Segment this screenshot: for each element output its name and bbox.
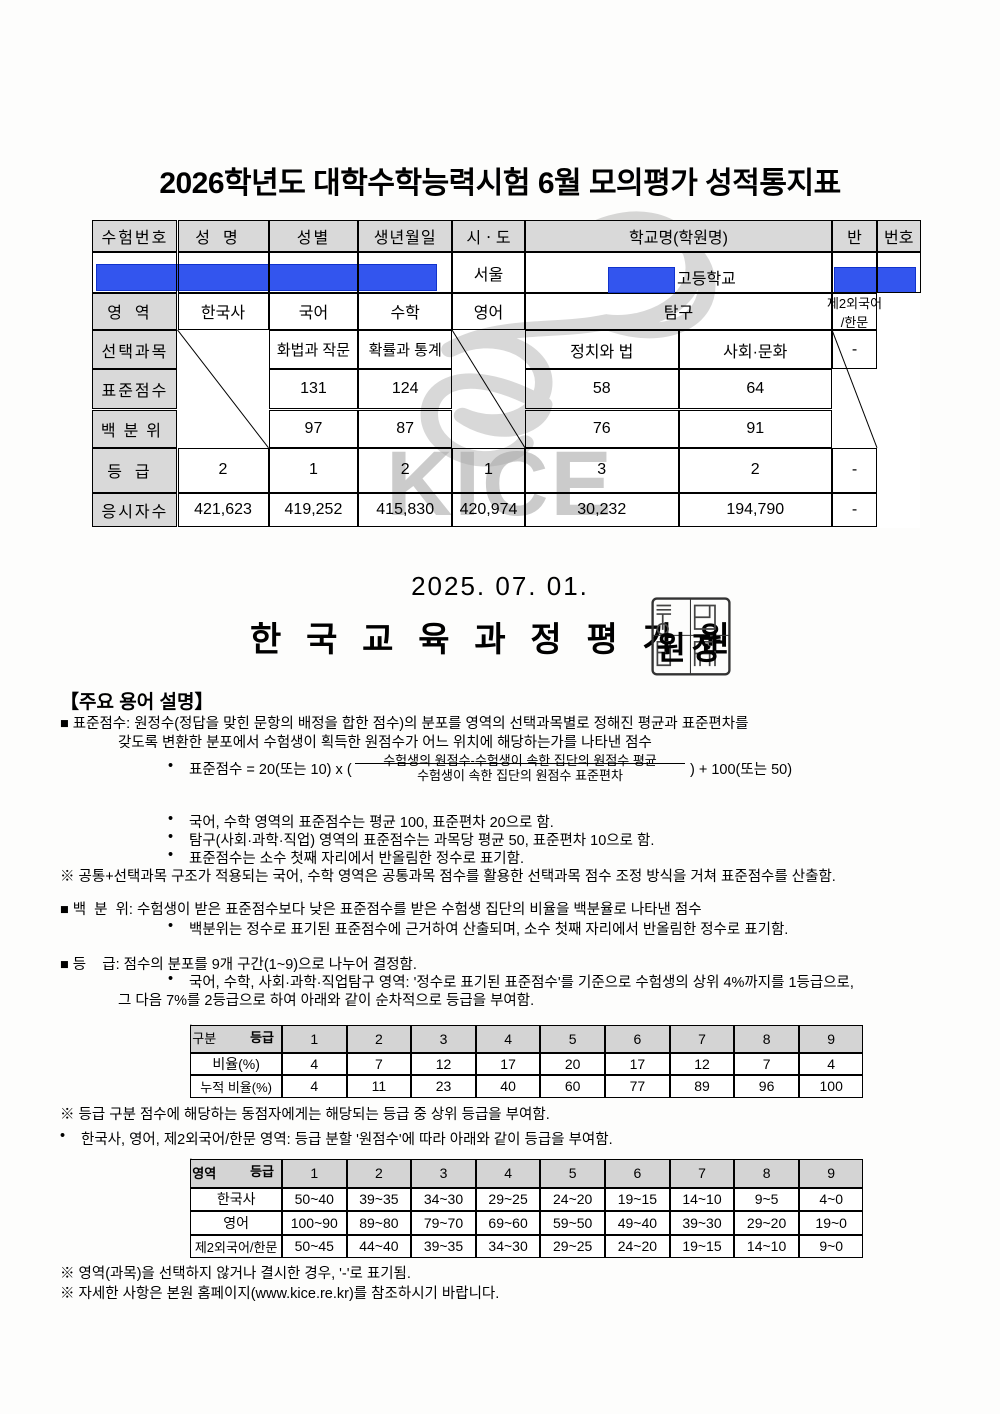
svg-text:원: 원 xyxy=(657,630,686,666)
svg-text:장: 장 xyxy=(692,630,721,666)
